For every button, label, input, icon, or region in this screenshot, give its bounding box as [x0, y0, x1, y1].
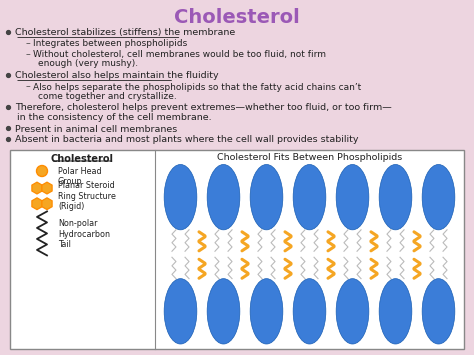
Ellipse shape — [422, 164, 455, 230]
Text: in the consistency of the cell membrane.: in the consistency of the cell membrane. — [17, 113, 211, 122]
Ellipse shape — [422, 279, 455, 344]
Ellipse shape — [379, 164, 412, 230]
Text: Absent in bacteria and most plants where the cell wall provides stability: Absent in bacteria and most plants where… — [15, 135, 358, 144]
Text: Planar Steroid
Ring Structure
(Rigid): Planar Steroid Ring Structure (Rigid) — [58, 181, 116, 211]
Ellipse shape — [164, 164, 197, 230]
Ellipse shape — [336, 279, 369, 344]
Text: Therefore, cholesterol helps prevent extremes—whether too fluid, or too firm—: Therefore, cholesterol helps prevent ext… — [15, 104, 392, 113]
Ellipse shape — [336, 164, 369, 230]
Text: Present in animal cell membranes: Present in animal cell membranes — [15, 125, 177, 133]
Text: –: – — [26, 50, 31, 59]
Text: Polar Head
Group: Polar Head Group — [58, 167, 101, 186]
FancyBboxPatch shape — [10, 149, 464, 349]
Text: Cholesterol stabilizes (stiffens) the membrane: Cholesterol stabilizes (stiffens) the me… — [15, 28, 235, 37]
Ellipse shape — [164, 279, 197, 344]
Text: Cholesterol: Cholesterol — [174, 8, 300, 27]
Text: Integrates between phospholipids: Integrates between phospholipids — [33, 39, 187, 49]
Ellipse shape — [207, 164, 240, 230]
Text: –: – — [26, 82, 31, 92]
Ellipse shape — [250, 164, 283, 230]
Ellipse shape — [250, 279, 283, 344]
Text: Non-polar
Hydrocarbon
Tail: Non-polar Hydrocarbon Tail — [58, 219, 110, 249]
Ellipse shape — [379, 279, 412, 344]
Text: Also helps separate the phospholipids so that the fatty acid chains can’t: Also helps separate the phospholipids so… — [33, 82, 361, 92]
Text: Cholesterol also helps maintain the fluidity: Cholesterol also helps maintain the flui… — [15, 71, 219, 80]
Text: Cholesterol Fits Between Phospholipids: Cholesterol Fits Between Phospholipids — [217, 153, 402, 163]
Text: Without cholesterol, cell membranes would be too fluid, not firm: Without cholesterol, cell membranes woul… — [33, 50, 326, 59]
Text: Cholesterol: Cholesterol — [51, 153, 114, 164]
Text: come together and crystallize.: come together and crystallize. — [38, 92, 177, 101]
Text: –: – — [26, 39, 31, 49]
Ellipse shape — [207, 279, 240, 344]
Circle shape — [36, 165, 47, 176]
Ellipse shape — [293, 164, 326, 230]
Text: enough (very mushy).: enough (very mushy). — [38, 60, 138, 69]
Ellipse shape — [293, 279, 326, 344]
